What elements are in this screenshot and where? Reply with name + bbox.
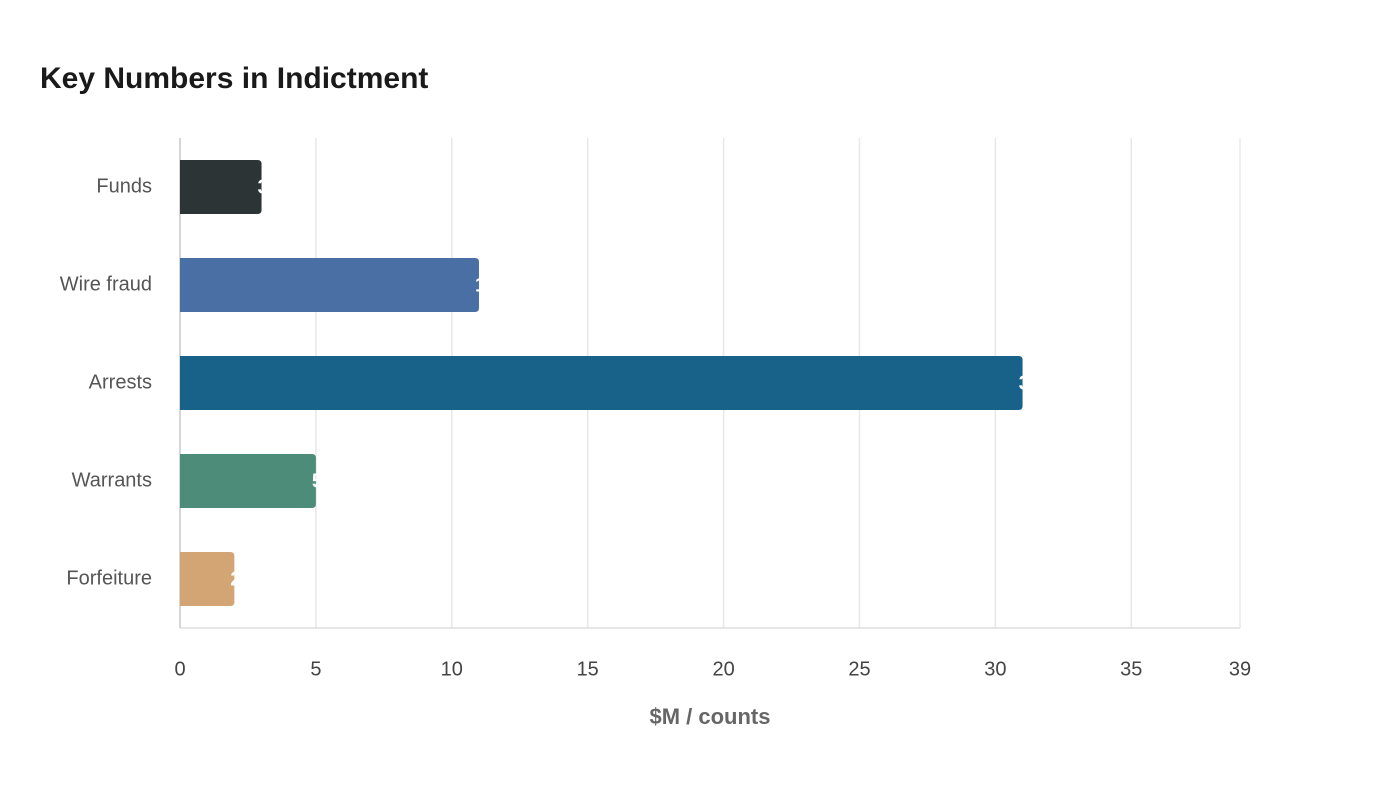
- x-tick-label: 5: [310, 658, 321, 680]
- y-tick-label: Arrests: [89, 371, 152, 393]
- data-label: 3: [258, 176, 269, 198]
- x-tick-label: 15: [577, 658, 599, 680]
- data-label: 2: [230, 568, 241, 590]
- bar: [180, 454, 316, 508]
- bar: [180, 552, 235, 606]
- y-tick-label: Warrants: [72, 469, 152, 491]
- bar: [180, 258, 479, 312]
- x-tick-label: 39: [1229, 658, 1251, 680]
- x-axis-title: $M / counts: [649, 704, 770, 729]
- y-tick-label: Funds: [96, 175, 152, 197]
- data-label: 31: [1019, 372, 1041, 394]
- chart-title: Key Numbers in Indictment: [40, 62, 428, 95]
- x-tick-label: 35: [1120, 658, 1142, 680]
- x-tick-label: 0: [174, 658, 185, 680]
- y-tick-label: Wire fraud: [60, 273, 152, 295]
- data-label: 5: [312, 470, 323, 492]
- x-tick-label: 20: [712, 658, 734, 680]
- bar: [180, 356, 1023, 410]
- x-tick-label: 10: [441, 658, 463, 680]
- data-label: 11: [475, 274, 496, 296]
- x-tick-label: 30: [984, 658, 1006, 680]
- x-tick-label: 25: [848, 658, 870, 680]
- y-tick-label: Forfeiture: [66, 567, 152, 589]
- bar: [180, 160, 262, 214]
